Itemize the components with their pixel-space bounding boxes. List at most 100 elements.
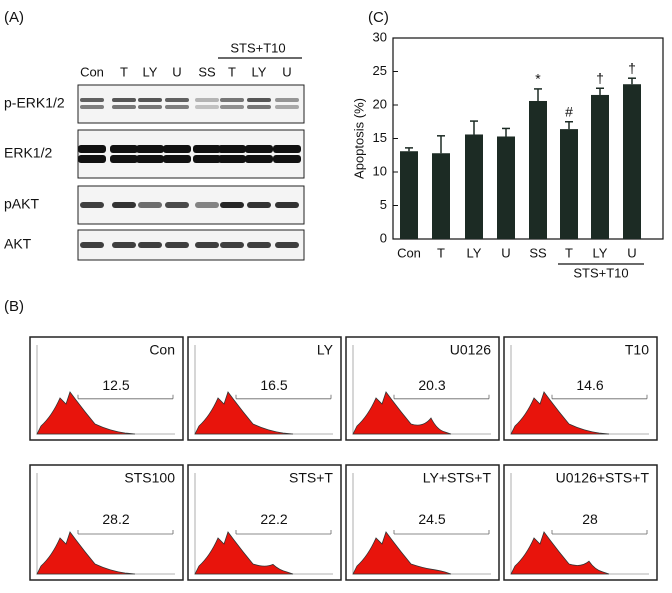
histogram-curve (352, 391, 452, 435)
lane-label: Con (80, 64, 104, 79)
band (165, 98, 189, 102)
blot-label: AKT (4, 236, 32, 252)
y-tick-label: 5 (380, 197, 387, 212)
band (245, 155, 273, 163)
x-tick-label: U (627, 245, 636, 260)
band (163, 155, 191, 163)
histogram-value: 12.5 (102, 377, 129, 393)
gate-line (77, 530, 174, 535)
band (138, 242, 162, 248)
annotation: † (596, 70, 604, 86)
band (193, 155, 221, 163)
band (218, 155, 246, 163)
gate-line (551, 530, 648, 535)
y-axis-title: Apoptosis (%) (351, 98, 366, 179)
band (112, 105, 136, 109)
histogram-name: Con (149, 342, 175, 358)
band (80, 202, 104, 208)
band (195, 98, 219, 102)
bar (591, 94, 609, 239)
histogram-value: 22.2 (260, 511, 287, 527)
histogram-value: 16.5 (260, 377, 287, 393)
lane-label: T (120, 64, 128, 79)
band (245, 145, 273, 153)
band (275, 105, 299, 109)
band (273, 145, 301, 153)
histogram-curve (194, 531, 294, 575)
bar (497, 136, 515, 239)
histogram-name: U0126 (450, 342, 491, 358)
band (136, 155, 164, 163)
bar (560, 129, 578, 239)
x-tick-label: U (501, 245, 510, 260)
band (78, 155, 106, 163)
histogram-curve (352, 531, 452, 575)
y-tick-label: 25 (373, 63, 387, 78)
bar (529, 100, 547, 239)
bar (432, 153, 450, 239)
histogram-name: STS100 (124, 470, 175, 486)
band (195, 105, 219, 109)
band (110, 145, 138, 153)
x-tick-label: LY (593, 245, 608, 260)
band (112, 98, 136, 102)
histogram-name: STS+T (289, 470, 333, 486)
band (195, 202, 219, 208)
band (163, 145, 191, 153)
band (218, 145, 246, 153)
panel-label: (B) (4, 298, 24, 315)
band (80, 98, 104, 102)
x-tick-label: T (437, 245, 445, 260)
y-tick-label: 15 (373, 130, 387, 145)
histogram-name: LY (317, 342, 334, 358)
band (136, 145, 164, 153)
y-tick-label: 0 (380, 230, 387, 245)
band (193, 145, 221, 153)
band (80, 242, 104, 248)
y-tick-label: 30 (373, 29, 387, 44)
gate-line (393, 394, 490, 400)
x-tick-label: SS (529, 245, 547, 260)
band (195, 242, 219, 248)
group-label: STS+T10 (573, 265, 628, 280)
band (247, 242, 271, 248)
band (220, 105, 244, 109)
band (275, 242, 299, 248)
histogram-curve (36, 531, 136, 575)
histogram-name: T10 (625, 342, 649, 358)
band (138, 202, 162, 208)
histogram-value: 28.2 (102, 511, 129, 527)
band (112, 202, 136, 208)
y-tick-label: 10 (373, 163, 387, 178)
band (165, 242, 189, 248)
histogram-curve (510, 391, 610, 435)
blot-label: pAKT (4, 196, 39, 212)
lane-label: LY (252, 64, 267, 79)
band (165, 105, 189, 109)
band (247, 105, 271, 109)
lane-label: T (228, 64, 236, 79)
band (275, 202, 299, 208)
gate-line (77, 394, 174, 400)
gate-line (235, 394, 332, 400)
annotation: # (565, 103, 573, 119)
band (220, 242, 244, 248)
bar (400, 151, 418, 239)
band (78, 145, 106, 153)
histogram-value: 14.6 (576, 377, 603, 393)
bar (623, 84, 641, 239)
gate-line (235, 530, 332, 535)
gate-line (393, 530, 490, 535)
histogram-value: 20.3 (418, 377, 445, 393)
band (220, 98, 244, 102)
annotation: † (628, 60, 636, 76)
panel-label: (A) (4, 9, 24, 26)
band (110, 155, 138, 163)
annotation: * (535, 71, 541, 87)
panel-label: (C) (368, 9, 389, 26)
lane-label: U (282, 64, 291, 79)
blot-label: ERK1/2 (4, 145, 52, 161)
group-label: STS+T10 (230, 40, 285, 55)
x-tick-label: Con (397, 245, 421, 260)
